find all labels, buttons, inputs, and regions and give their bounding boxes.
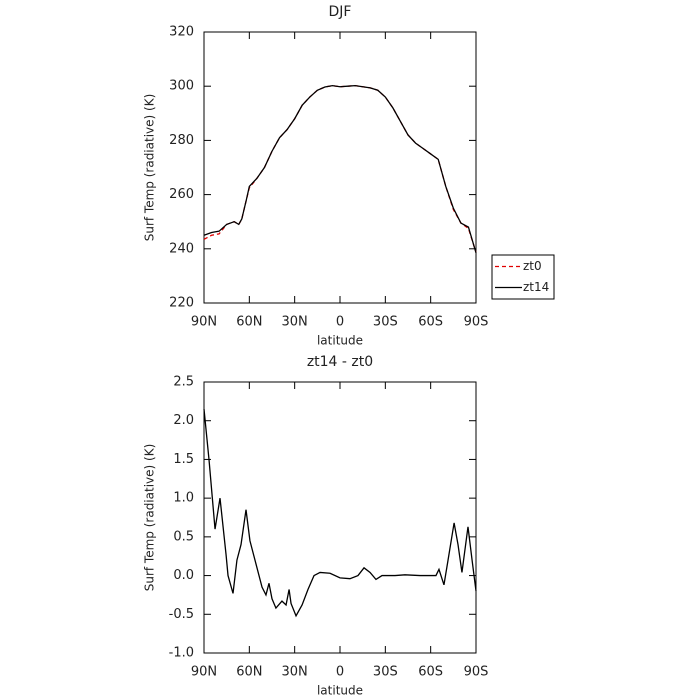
plot-frame xyxy=(203,31,477,304)
y-axis-label: Surf Temp (radiative) (K) xyxy=(143,94,157,242)
x-tick-label: 60S xyxy=(418,665,443,680)
series-line xyxy=(203,85,477,254)
x-tick-label: 90N xyxy=(191,665,217,680)
x-tick-label: 60N xyxy=(236,665,262,680)
legend-label: zt14 xyxy=(523,280,549,294)
y-tick-label: 240 xyxy=(169,241,194,256)
x-tick-label: 30S xyxy=(373,315,398,330)
y-axis-label: Surf Temp (radiative) (K) xyxy=(143,444,157,592)
y-tick-label: 1.5 xyxy=(173,452,194,467)
y-tick-label: 0.0 xyxy=(173,568,194,583)
chart-title: zt14 - zt0 xyxy=(307,354,373,370)
y-tick-label: -0.5 xyxy=(169,607,194,622)
y-tick-label: 1.0 xyxy=(173,491,194,506)
y-tick-label: 320 xyxy=(169,25,194,40)
x-axis-label: latitude xyxy=(317,684,363,698)
y-tick-label: -1.0 xyxy=(169,646,194,661)
y-tick-label: 2.0 xyxy=(173,413,194,428)
series-line xyxy=(203,409,477,618)
x-tick-label: 30S xyxy=(373,665,398,680)
y-tick-label: 220 xyxy=(169,296,194,311)
x-tick-label: 0 xyxy=(336,315,344,330)
x-tick-label: 90S xyxy=(464,665,489,680)
legend-label: zt0 xyxy=(523,259,542,273)
x-axis-label: latitude xyxy=(317,334,363,348)
legend-box xyxy=(491,254,555,300)
series-line xyxy=(203,85,477,253)
x-tick-label: 0 xyxy=(336,665,344,680)
y-tick-label: 2.5 xyxy=(173,375,194,390)
y-tick-label: 300 xyxy=(169,79,194,94)
x-tick-label: 30N xyxy=(282,665,308,680)
y-tick-label: 280 xyxy=(169,133,194,148)
chart-title: DJF xyxy=(329,4,352,20)
x-tick-label: 60N xyxy=(236,315,262,330)
x-tick-label: 60S xyxy=(418,315,443,330)
x-tick-label: 90N xyxy=(191,315,217,330)
y-tick-label: 0.5 xyxy=(173,529,194,544)
x-tick-label: 90S xyxy=(464,315,489,330)
y-tick-label: 260 xyxy=(169,187,194,202)
x-tick-label: 30N xyxy=(282,315,308,330)
